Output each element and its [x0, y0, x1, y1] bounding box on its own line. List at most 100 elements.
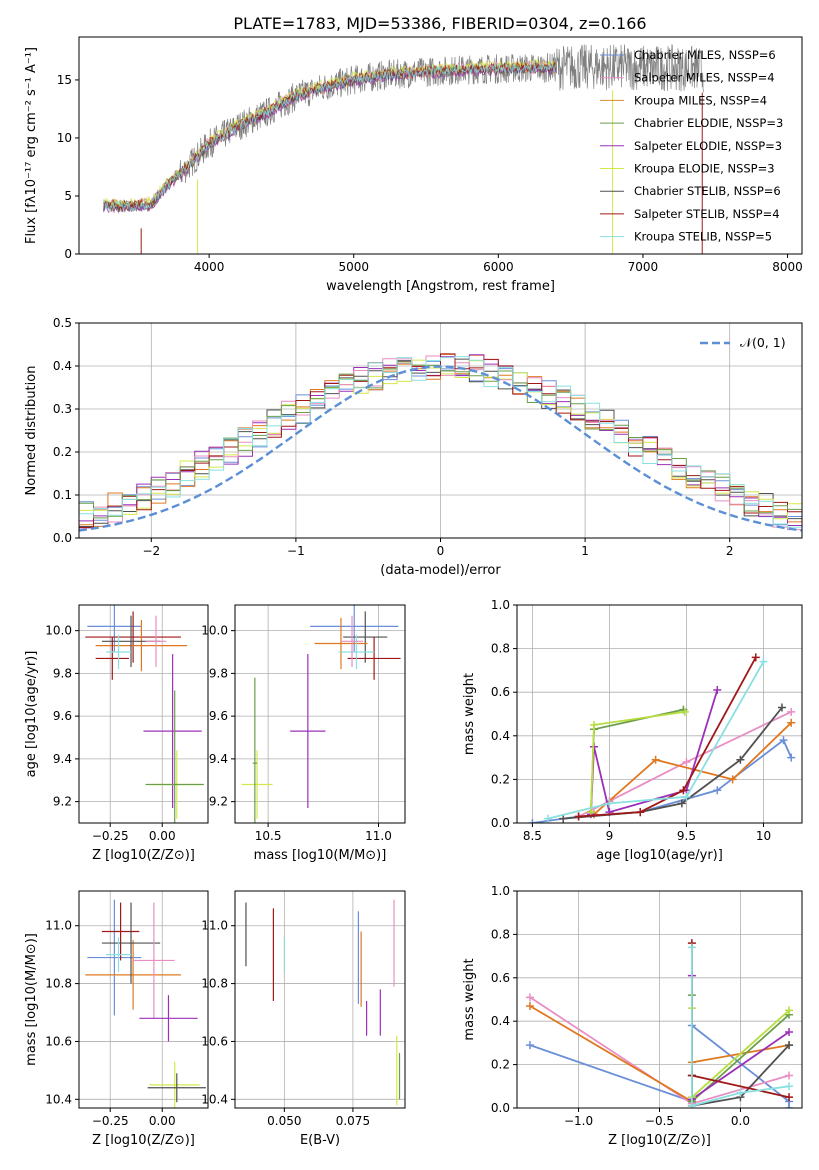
y-tick-label: 0 — [64, 247, 72, 261]
y-axis-label: mass weight — [462, 673, 477, 755]
x-axis-label: Z [log10(Z/Z⊙)] — [608, 1133, 711, 1148]
y-tick-label: 0.2 — [491, 1058, 510, 1072]
mass-weight-marker — [682, 757, 691, 766]
x-tick-label: 8.5 — [523, 829, 542, 843]
y-tick-label: 0.6 — [491, 971, 510, 985]
mass-weight-marker — [525, 1041, 534, 1050]
y-tick-label: 10.6 — [45, 1034, 72, 1048]
y-tick-label: 0.4 — [491, 1014, 510, 1028]
x-tick-label: −0.25 — [92, 829, 129, 843]
mass-weight-marker — [736, 1088, 745, 1097]
x-axis-label: E(B-V) — [300, 1133, 340, 1148]
y-tick-label: 9.6 — [53, 709, 72, 723]
mass-weight-marker — [687, 943, 696, 952]
panel-age_vs_Z: −0.25 0.00 9.2 9.4 9.6 9.8 10.0 Z [log10(Z/Z⊙)]… — [24, 604, 209, 863]
model-spectrum — [103, 63, 556, 212]
x-tick-label: −1 — [287, 544, 305, 558]
figure-title: PLATE=1783, MJD=53386, FIBERID=0304, z=0… — [233, 14, 646, 33]
panel-mass_weight_vs_Z: −1.0 −0.5 0.0 0.0 0.2 0.4 0.6 0.8 1.0 Z [log10(Z/… — [462, 884, 803, 1148]
axes-frame — [516, 890, 803, 1109]
y-tick-label: 10 — [57, 131, 72, 145]
y-tick-label: 9.6 — [209, 709, 228, 723]
mass-weight-marker — [785, 1071, 794, 1080]
panel-spectrum: 4000 5000 6000 7000 8000 0 5 10 15 wavelength [An… — [24, 36, 803, 294]
y-tick-label: 10.4 — [45, 1092, 72, 1106]
mass-weight-marker — [525, 1002, 534, 1011]
y-axis-label: age [log10(age/yr)] — [24, 651, 39, 778]
histogram-series — [79, 356, 802, 528]
mass-weight-marker — [777, 703, 786, 712]
y-tick-label: 9.2 — [53, 795, 72, 809]
legend-entry: Salpeter MILES, NSSP=4 — [634, 71, 775, 85]
legend-entry: Chabrier ELODIE, NSSP=3 — [634, 116, 783, 130]
normal-curve — [79, 365, 802, 532]
legend-entry: Kroupa MILES, NSSP=4 — [634, 93, 767, 107]
y-tick-label: 0.2 — [53, 445, 72, 459]
x-tick-label: 5000 — [338, 260, 369, 274]
plot-area — [85, 899, 206, 1108]
y-tick-label: 9.4 — [53, 752, 72, 766]
mass-weight-marker — [785, 1028, 794, 1037]
x-tick-label: 9 — [606, 829, 614, 843]
histogram-series — [79, 353, 802, 530]
mass-weight-marker — [679, 786, 688, 795]
mass-weight-marker — [728, 775, 737, 784]
x-axis-label: age [log10(age/yr)] — [596, 848, 723, 863]
legend-entry: Chabrier MILES, NSSP=6 — [634, 48, 776, 62]
y-tick-label: 5 — [64, 189, 72, 203]
mass-weight-marker — [682, 792, 691, 801]
mass-weight-marker — [787, 753, 796, 762]
legend: 𝒩(0, 1) — [700, 335, 786, 350]
plot-area — [245, 899, 401, 1106]
legend-entry: Kroupa ELODIE, NSSP=3 — [634, 162, 775, 176]
y-tick-label: 11.0 — [201, 919, 228, 933]
histogram-series — [79, 359, 802, 532]
y-tick-label: 9.8 — [209, 666, 228, 680]
x-tick-label: −1.0 — [564, 1114, 593, 1128]
panel-mass_weight_vs_age: 8.5 9 9.5 10 0.0 0.2 0.4 0.6 0.8 1.0 age [log10(ag… — [462, 598, 803, 863]
legend-entry: Salpeter STELIB, NSSP=4 — [634, 207, 780, 221]
mass-weight-line — [547, 661, 765, 820]
y-tick-label: 0.3 — [53, 402, 72, 416]
mass-weight-marker — [687, 1101, 696, 1108]
x-tick-label: 7000 — [628, 260, 659, 274]
mass-weight-marker — [543, 814, 552, 823]
mass-weight-line — [578, 656, 757, 818]
plot-area — [79, 353, 802, 536]
y-axis-label: Flux [fλ10⁻¹⁷ erg cm⁻² s⁻¹ A⁻¹] — [24, 47, 39, 244]
x-tick-label: 0.0 — [731, 1114, 750, 1128]
legend-entry: Salpeter ELODIE, NSSP=3 — [634, 139, 782, 153]
mass-weight-marker — [787, 718, 796, 727]
x-tick-label: 6000 — [483, 260, 514, 274]
x-axis-label: mass [log10(M/M⊙)] — [254, 848, 387, 863]
axes-frame — [234, 604, 406, 824]
x-tick-label: 0.075 — [336, 1114, 370, 1128]
mass-weight-marker — [677, 799, 686, 808]
y-tick-label: 15 — [57, 73, 72, 87]
legend-entry: 𝒩(0, 1) — [740, 335, 786, 350]
mass-weight-marker — [785, 1041, 794, 1050]
x-tick-label: 0.00 — [149, 829, 176, 843]
axes-frame — [78, 322, 803, 539]
x-tick-label: 10.5 — [255, 829, 282, 843]
y-axis-label: mass weight — [462, 958, 477, 1040]
y-tick-label: 0.0 — [53, 531, 72, 545]
x-tick-label: 2 — [726, 544, 734, 558]
mass-weight-marker — [779, 736, 788, 745]
mass-weight-marker — [605, 799, 614, 808]
mass-weight-marker — [525, 993, 534, 1002]
mass-weight-marker — [759, 657, 768, 666]
x-axis-label: Z [log10(Z/Z⊙)] — [92, 848, 195, 863]
mass-weight-marker — [736, 755, 745, 764]
model-spectrum — [103, 61, 556, 211]
mass-weight-marker — [713, 786, 722, 795]
x-tick-label: 0.00 — [149, 1114, 176, 1128]
mass-weight-marker — [651, 755, 660, 764]
y-tick-label: 0.4 — [491, 729, 510, 743]
plot-area — [528, 653, 796, 823]
y-tick-label: 10.6 — [201, 1034, 228, 1048]
x-tick-label: 8000 — [772, 260, 803, 274]
mass-weight-line — [691, 947, 790, 1107]
axes-frame — [78, 604, 209, 824]
y-tick-label: 10.8 — [45, 977, 72, 991]
